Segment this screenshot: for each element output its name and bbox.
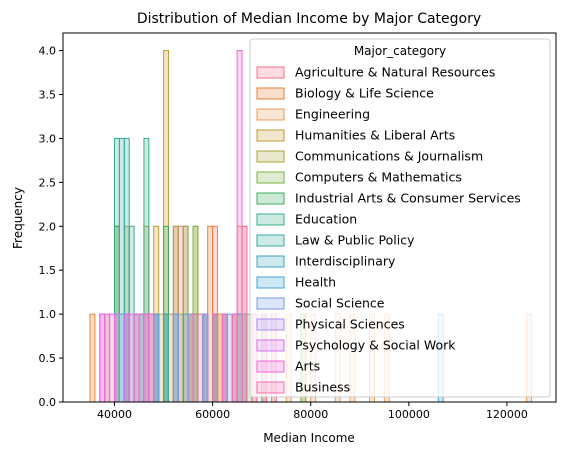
y-tick-label: 3.0 <box>39 132 57 145</box>
histogram-bar <box>187 313 194 403</box>
legend-label: Humanities & Liberal Arts <box>295 128 455 143</box>
x-tick-label: 40000 <box>97 408 132 421</box>
y-axis-label: Frequency <box>11 187 25 249</box>
legend-label: Education <box>295 212 357 227</box>
histogram-bar <box>231 313 238 403</box>
histogram-bar <box>221 313 228 403</box>
legend-swatch <box>256 108 285 121</box>
histogram-bar <box>148 313 155 403</box>
x-axis-ticks: 40000 60000 80000 100000 120000 <box>97 402 528 421</box>
legend: Major_category Agriculture & Natural Res… <box>249 38 551 398</box>
y-tick-label: 4.0 <box>39 45 57 58</box>
legend-swatch <box>256 255 285 268</box>
legend-swatch <box>256 318 285 331</box>
histogram-bar <box>212 313 219 403</box>
legend-label: Law & Public Policy <box>295 233 415 248</box>
histogram-bar <box>143 313 150 403</box>
histogram-bar <box>202 313 209 403</box>
histogram-bar <box>217 313 223 403</box>
histogram-bar <box>167 313 174 403</box>
legend-swatch <box>256 339 285 352</box>
legend-swatch <box>256 297 285 310</box>
legend-swatch <box>256 276 285 289</box>
histogram-bar <box>114 313 120 403</box>
legend-label: Agriculture & Natural Resources <box>295 65 495 80</box>
legend-entries: Agriculture & Natural Resources Biology &… <box>256 65 521 395</box>
histogram-bar <box>192 313 199 403</box>
y-tick-label: 2.5 <box>39 176 57 189</box>
legend-label: Computers & Mathematics <box>295 170 462 185</box>
histogram-bar <box>104 313 111 403</box>
histogram-bar <box>89 313 96 403</box>
histogram-bar <box>163 313 169 403</box>
histogram-bar <box>109 313 116 403</box>
y-tick-label: 1.5 <box>39 264 57 277</box>
legend-swatch <box>256 381 285 394</box>
y-tick-label: 3.5 <box>39 89 57 102</box>
histogram-bar <box>177 313 184 403</box>
histogram-bar <box>133 313 140 403</box>
legend-swatch <box>256 66 285 79</box>
x-tick-label: 60000 <box>195 408 230 421</box>
legend-swatch <box>256 150 285 163</box>
histogram-bar <box>153 313 160 403</box>
histogram-bar <box>138 313 145 403</box>
y-tick-label: 0.5 <box>39 352 57 365</box>
y-axis-ticks: 0.0 0.5 1.0 1.5 2.0 2.5 3.0 3.5 4.0 <box>39 45 63 409</box>
histogram-bar <box>118 313 125 403</box>
legend-label: Physical Sciences <box>295 317 405 332</box>
legend-label: Social Science <box>295 296 385 311</box>
histogram-bar <box>241 225 248 403</box>
plot-frame <box>62 32 557 403</box>
legend-swatch <box>256 87 285 100</box>
legend-swatch <box>256 234 285 247</box>
histogram-bar <box>128 313 135 403</box>
legend-label: Industrial Arts & Consumer Services <box>295 191 521 206</box>
x-axis-label: Median Income <box>263 431 355 445</box>
legend-swatch <box>256 360 285 373</box>
legend-swatch <box>256 171 285 184</box>
legend-swatch <box>256 192 285 205</box>
legend-label: Communications & Journalism <box>295 149 483 164</box>
histogram-bar <box>236 50 243 403</box>
legend-label: Interdisciplinary <box>295 254 396 269</box>
histogram-bar <box>99 313 106 403</box>
legend-label: Engineering <box>295 107 370 122</box>
histogram-bar <box>226 313 233 403</box>
histogram-bar <box>172 313 179 403</box>
x-tick-label: 120000 <box>486 408 528 421</box>
legend-title: Major_category <box>354 44 446 58</box>
histogram-bar <box>197 313 204 403</box>
histogram-bar <box>123 313 130 403</box>
y-tick-label: 2.0 <box>39 220 57 233</box>
y-tick-label: 0.0 <box>39 396 57 409</box>
legend-label: Health <box>295 275 336 290</box>
histogram-bar <box>207 225 214 403</box>
histogram-bar <box>158 313 165 403</box>
legend-box <box>249 38 551 398</box>
legend-label: Psychology & Social Work <box>295 338 456 353</box>
y-tick-label: 1.0 <box>39 308 57 321</box>
legend-swatch <box>256 213 285 226</box>
legend-label: Business <box>295 380 350 395</box>
legend-swatch <box>256 129 285 142</box>
x-tick-label: 100000 <box>388 408 430 421</box>
legend-label: Biology & Life Science <box>295 86 434 101</box>
histogram-bar <box>182 313 189 403</box>
chart-title: Distribution of Median Income by Major C… <box>137 11 481 27</box>
legend-label: Arts <box>295 359 320 374</box>
x-tick-label: 80000 <box>293 408 328 421</box>
